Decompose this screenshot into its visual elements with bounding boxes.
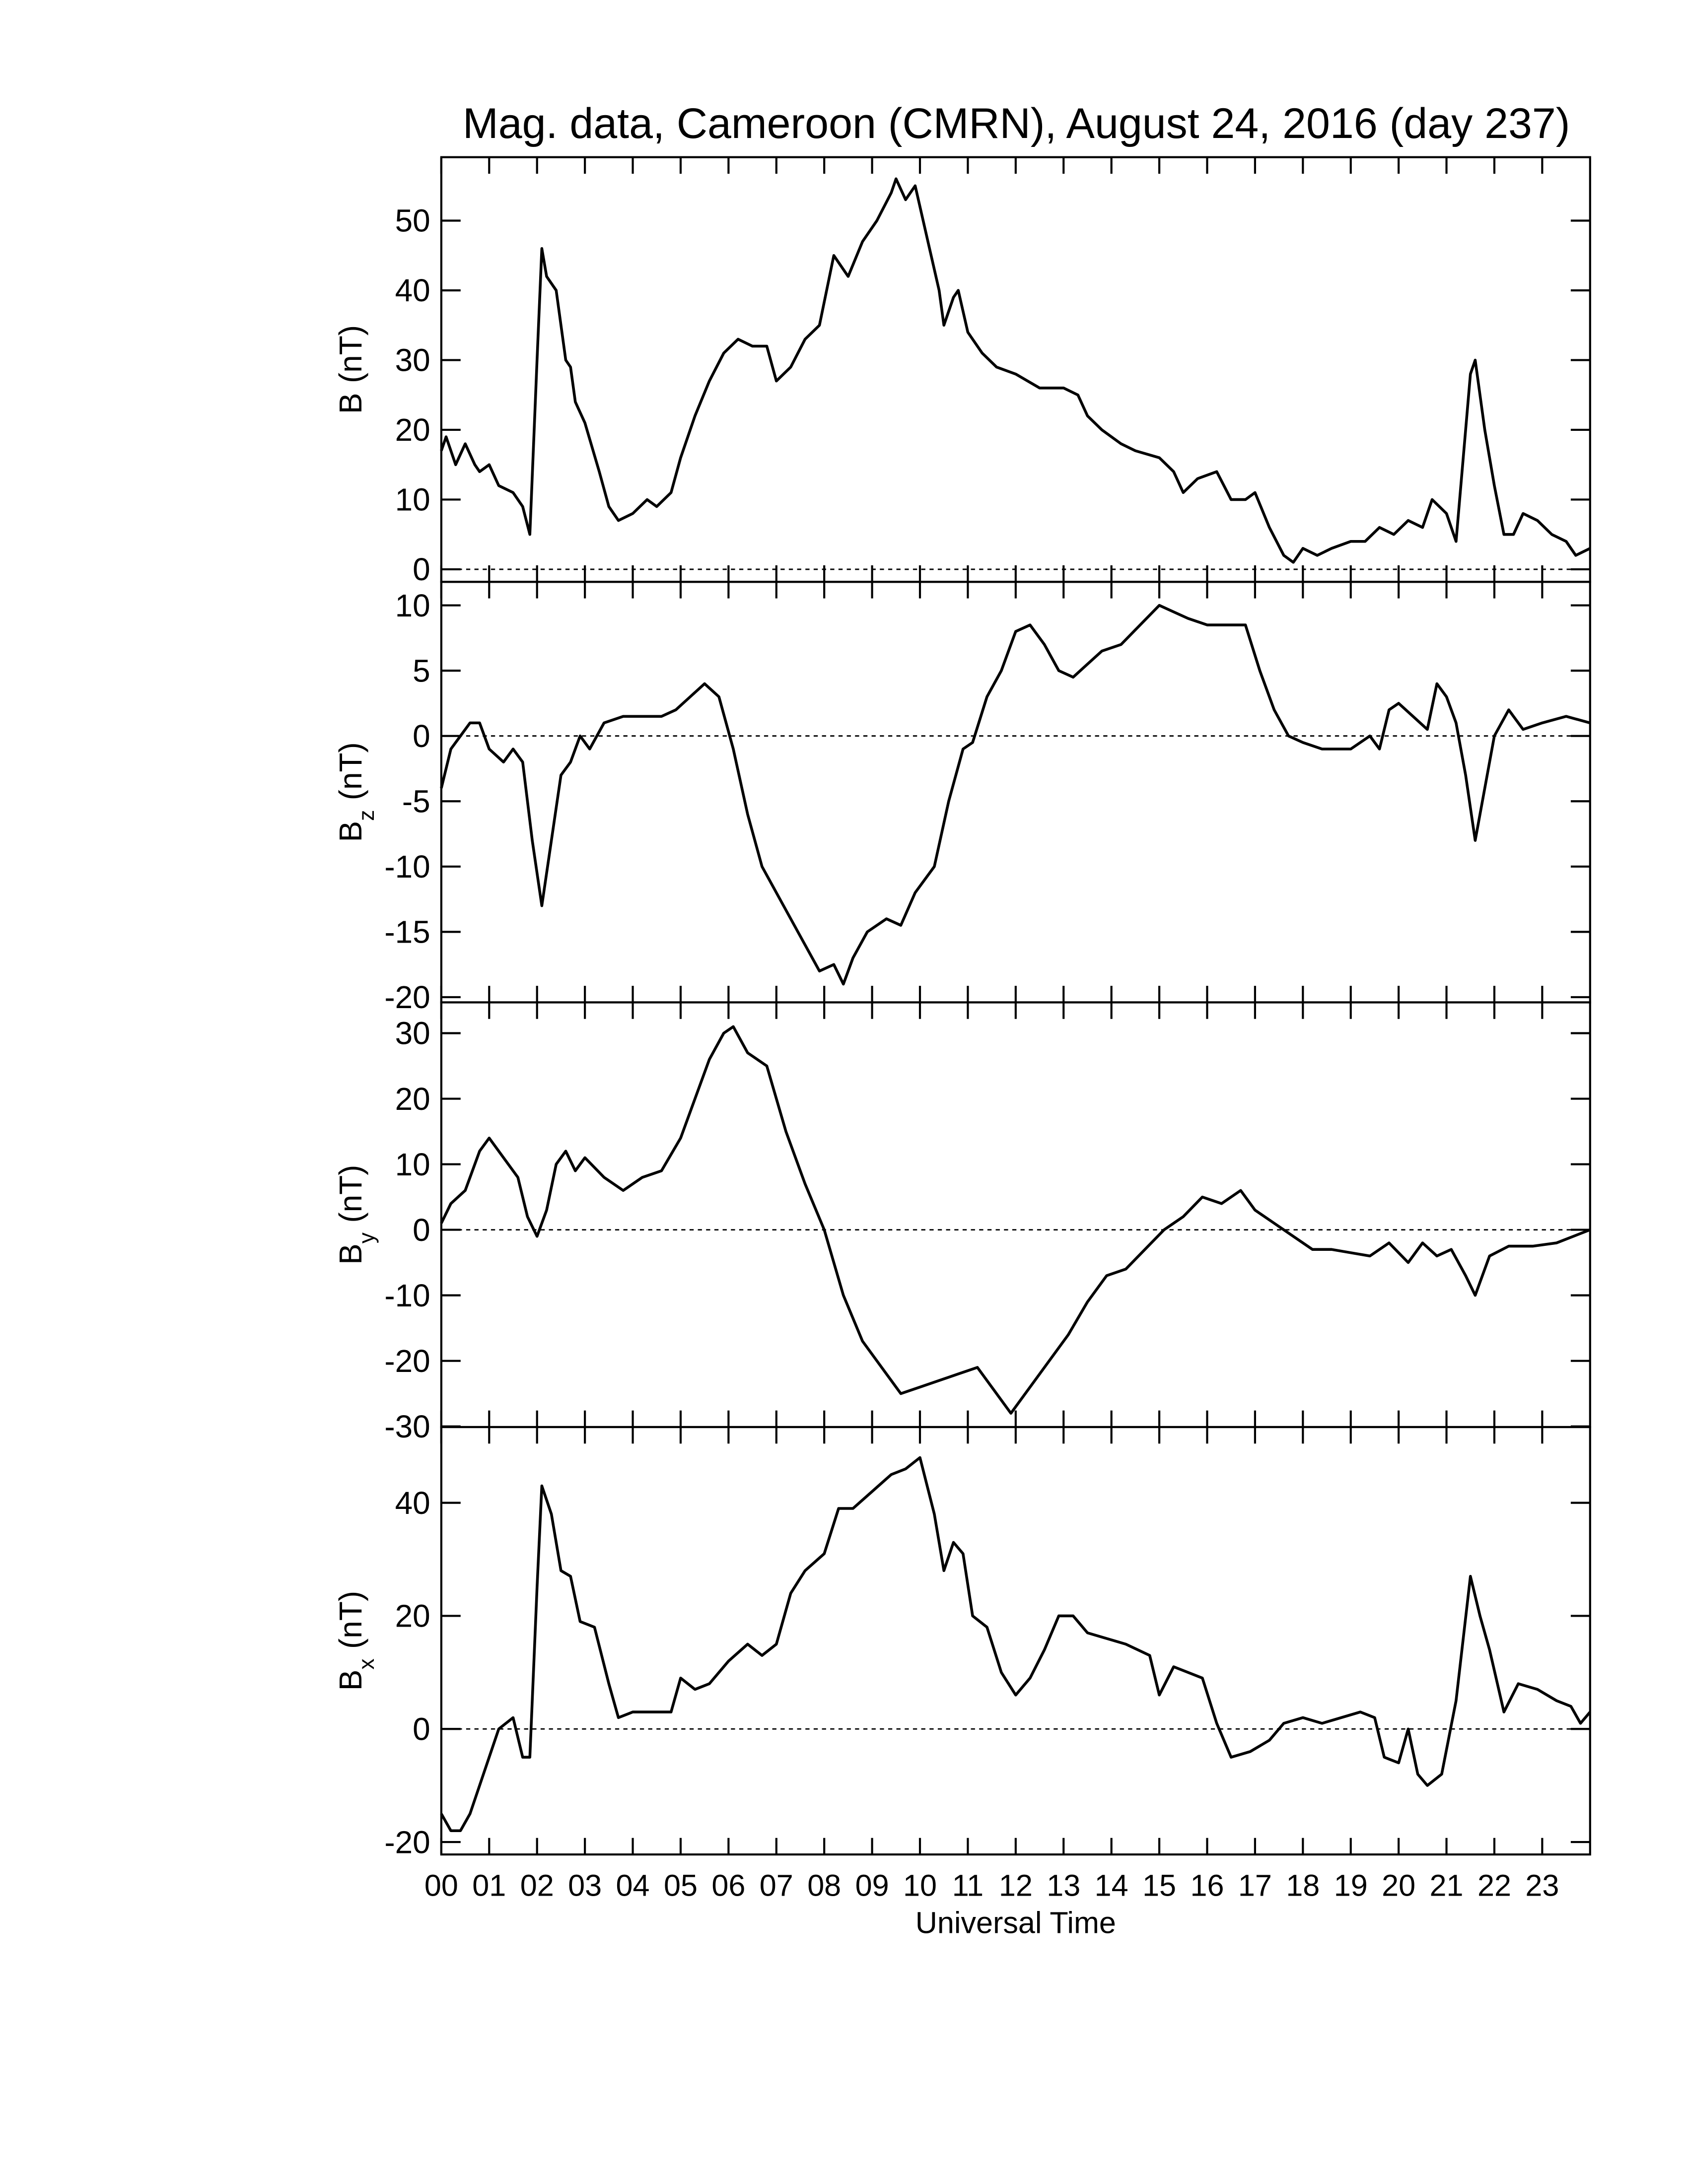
y-label-symbol: B — [333, 1243, 368, 1265]
y-tick-label: 10 — [395, 1147, 430, 1182]
x-tick-label: 12 — [999, 1868, 1033, 1902]
y-tick-label: -10 — [384, 1278, 430, 1313]
x-tick-label: 18 — [1286, 1868, 1320, 1902]
x-tick-label: 14 — [1095, 1868, 1128, 1902]
plot-frame — [440, 581, 1591, 1004]
x-tick-label: 08 — [807, 1868, 841, 1902]
y-label-subscript: y — [354, 1232, 379, 1243]
x-tick-label: 19 — [1334, 1868, 1368, 1902]
x-tick-label: 22 — [1477, 1868, 1511, 1902]
x-tick-label: 05 — [664, 1868, 698, 1902]
y-tick-label: -5 — [402, 783, 430, 819]
y-tick-label: -30 — [384, 1409, 430, 1444]
data-line — [440, 1456, 1591, 1833]
y-tick-label: 0 — [413, 1711, 430, 1747]
y-tick-label: 50 — [395, 203, 430, 239]
y-axis-label: Bz (nT) — [333, 742, 379, 842]
y-label-unit: (nT) — [333, 742, 368, 800]
x-tick-label: 02 — [520, 1868, 554, 1902]
x-tick-label: 21 — [1430, 1868, 1464, 1902]
x-tick-label: 07 — [760, 1868, 793, 1902]
y-tick-label: 30 — [395, 342, 430, 378]
y-axis-label: By (nT) — [333, 1165, 379, 1265]
y-label-unit: (nT) — [333, 1165, 368, 1223]
y-tick-label: 20 — [395, 412, 430, 448]
y-tick-label: 10 — [395, 588, 430, 623]
y-axis-label: Bx (nT) — [333, 1591, 379, 1691]
y-label-unit: (nT) — [333, 325, 368, 383]
x-tick-label: 01 — [472, 1868, 506, 1902]
x-tick-label: 00 — [424, 1868, 458, 1902]
y-label-unit: (nT) — [333, 1591, 368, 1649]
y-label-symbol: B — [333, 1670, 368, 1691]
data-line — [440, 604, 1591, 986]
y-tick-label: 10 — [395, 482, 430, 518]
x-tick-label: 15 — [1142, 1868, 1176, 1902]
y-axis-label: B (nT) — [333, 325, 368, 414]
y-label-subscript: z — [354, 810, 379, 821]
y-tick-label: -15 — [384, 914, 430, 950]
data-line — [440, 177, 1591, 564]
x-axis-label: Universal Time — [915, 1906, 1116, 1939]
x-tick-label: 20 — [1382, 1868, 1415, 1902]
y-tick-label: 5 — [413, 653, 430, 688]
y-label-subscript: x — [354, 1658, 379, 1669]
data-line — [440, 1025, 1591, 1415]
x-tick-label: 13 — [1047, 1868, 1080, 1902]
x-tick-label: 10 — [903, 1868, 937, 1902]
x-tick-label: 16 — [1190, 1868, 1224, 1902]
y-tick-label: 0 — [413, 551, 430, 587]
x-tick-label: 06 — [711, 1868, 745, 1902]
plot-frame — [440, 156, 1591, 583]
y-tick-label: 20 — [395, 1081, 430, 1117]
x-tick-label: 09 — [855, 1868, 889, 1902]
y-tick-label: -20 — [384, 979, 430, 1015]
x-tick-label: 03 — [568, 1868, 602, 1902]
y-tick-label: 0 — [413, 718, 430, 754]
y-tick-label: 20 — [395, 1598, 430, 1634]
y-tick-label: 0 — [413, 1212, 430, 1248]
plot-frame — [440, 1001, 1591, 1429]
y-tick-label: 30 — [395, 1016, 430, 1051]
y-label-symbol: B — [333, 393, 368, 414]
y-tick-label: -10 — [384, 849, 430, 885]
plot-frame — [440, 1426, 1591, 1856]
chart-title: Mag. data, Cameroon (CMRN), August 24, 2… — [463, 100, 1570, 147]
y-tick-label: 40 — [395, 273, 430, 308]
x-tick-label: 17 — [1238, 1868, 1272, 1902]
x-tick-label: 11 — [952, 1868, 984, 1902]
y-tick-label: -20 — [384, 1343, 430, 1379]
y-label-symbol: B — [333, 821, 368, 842]
y-tick-label: 40 — [395, 1485, 430, 1521]
y-tick-label: -20 — [384, 1824, 430, 1860]
x-tick-label: 04 — [616, 1868, 650, 1902]
x-tick-label: 23 — [1525, 1868, 1559, 1902]
